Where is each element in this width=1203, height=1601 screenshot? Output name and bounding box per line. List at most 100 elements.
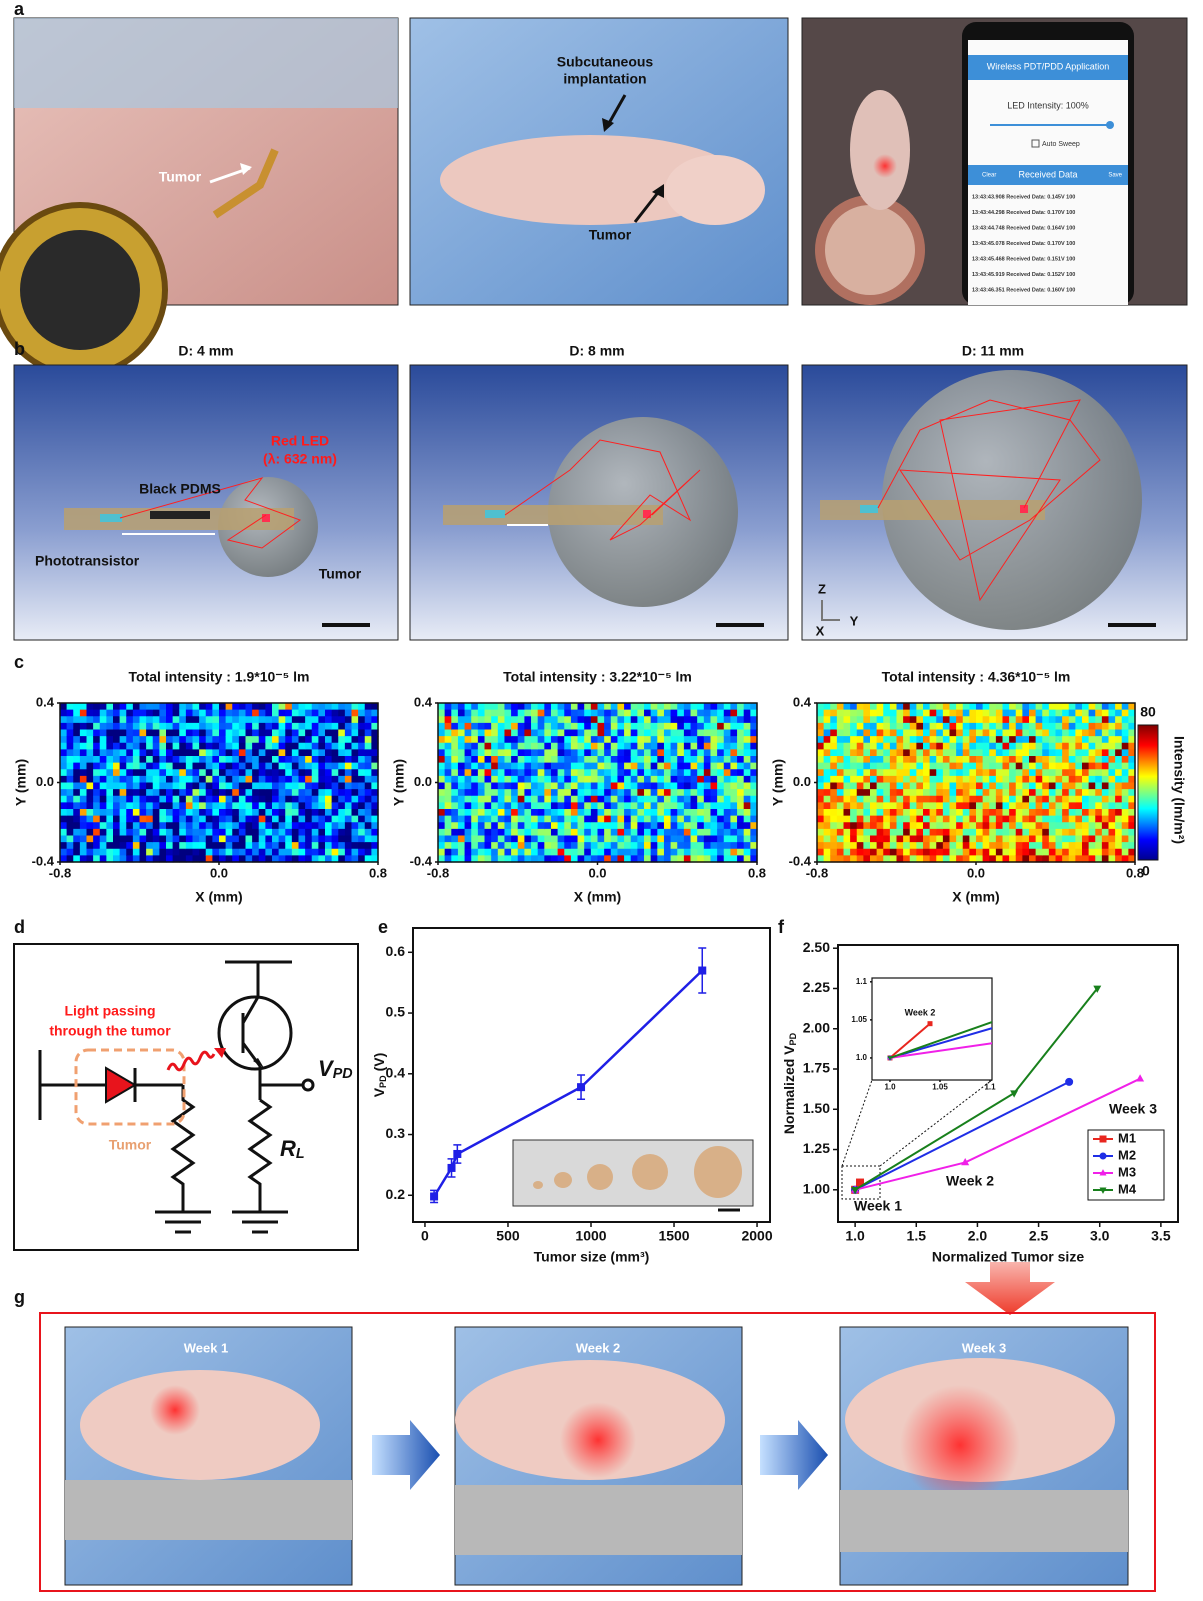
heatmap-cell (504, 842, 511, 849)
heatmap-cell (438, 822, 445, 829)
heatmap-cell (737, 809, 744, 816)
heatmap-cell (93, 789, 100, 796)
heatmap-cell (1069, 789, 1076, 796)
heatmap-cell (664, 730, 671, 737)
heatmap-cell (824, 776, 831, 783)
heatmap-cell (140, 822, 147, 829)
heatmap-cell (730, 769, 737, 776)
heatmap-cell (252, 730, 259, 737)
heatmap-cell (113, 783, 120, 790)
heatmap-cell (584, 849, 591, 856)
heatmap-cell (120, 769, 127, 776)
heatmap-cell (664, 809, 671, 816)
x-tick-label: 1.0 (884, 1083, 896, 1092)
photo-glow (560, 1402, 636, 1478)
heatmap-cell (591, 756, 598, 763)
heatmap-cell (1056, 849, 1063, 856)
heatmap-cell (173, 849, 180, 856)
heatmap-cell (511, 776, 518, 783)
heatmap-cell (611, 730, 618, 737)
heatmap-cell (877, 736, 884, 743)
heatmap-cell (458, 763, 465, 770)
heatmap-cell (844, 743, 851, 750)
heatmap-cell (996, 849, 1003, 856)
heatmap-cell (292, 703, 299, 710)
heatmap-cell (352, 836, 359, 843)
heatmap-cell (671, 783, 678, 790)
heatmap-cell (598, 716, 605, 723)
heatmap-cell (1122, 836, 1129, 843)
heatmap-cell (332, 783, 339, 790)
heatmap-cell (983, 723, 990, 730)
heatmap-cell (87, 822, 94, 829)
heatmap-cell (232, 789, 239, 796)
label: 13:43:44.748 Received Data: 0.164V 100 (972, 225, 1075, 231)
heatmap-cell (451, 769, 458, 776)
heatmap-cell (544, 703, 551, 710)
legend-marker (1100, 1136, 1107, 1143)
heatmap-cell (206, 736, 213, 743)
heatmap-cell (504, 829, 511, 836)
heatmap-cell (538, 796, 545, 803)
heatmap-cell (133, 809, 140, 816)
heatmap-cell (212, 703, 219, 710)
heatmap-cell (644, 723, 651, 730)
heatmap-cell (186, 703, 193, 710)
heatmap-cell (604, 710, 611, 717)
heatmap-cell (358, 730, 365, 737)
heatmap-cell (950, 763, 957, 770)
heatmap-cell (332, 822, 339, 829)
heatmap-cell (1082, 783, 1089, 790)
heatmap-cell (226, 849, 233, 856)
heatmap-cell (279, 743, 286, 750)
heatmap-cell (93, 723, 100, 730)
heatmap-cell (299, 849, 306, 856)
heatmap-cell (524, 756, 531, 763)
heatmap-cell (299, 730, 306, 737)
heatmap-cell (691, 703, 698, 710)
heatmap-cell (1049, 749, 1056, 756)
heatmap-cell (857, 703, 864, 710)
heatmap-cell (146, 763, 153, 770)
heatmap-cell (465, 789, 472, 796)
heatmap-cell (1082, 836, 1089, 843)
heatmap-cell (67, 730, 74, 737)
heatmap-cell (193, 802, 200, 809)
heatmap-cell (219, 842, 226, 849)
heatmap-cell (936, 783, 943, 790)
heatmap-cell (930, 716, 937, 723)
heatmap-cell (1049, 763, 1056, 770)
heatmap-cell (604, 756, 611, 763)
heatmap-cell (558, 849, 565, 856)
heatmap-cell (219, 849, 226, 856)
heatmap-cell (146, 836, 153, 843)
heatmap-cell (850, 802, 857, 809)
heatmap-cell (564, 710, 571, 717)
heatmap-cell (365, 789, 372, 796)
heatmap-cell (345, 703, 352, 710)
heatmap-cell (531, 802, 538, 809)
heatmap-cell (67, 703, 74, 710)
heatmap-cell (352, 769, 359, 776)
heatmap-cell (100, 723, 107, 730)
heatmap-cell (551, 749, 558, 756)
heatmap-cell (518, 736, 525, 743)
heatmap-cell (531, 822, 538, 829)
heatmap-cell (877, 703, 884, 710)
heatmap-cell (465, 756, 472, 763)
heatmap-cell (146, 809, 153, 816)
heatmap-cell (538, 783, 545, 790)
heatmap-cell (571, 769, 578, 776)
heatmap-cell (857, 783, 864, 790)
heatmap-cell (963, 736, 970, 743)
heatmap-cell (677, 783, 684, 790)
heatmap-cell (943, 736, 950, 743)
label-part: PD (333, 1066, 353, 1082)
heatmap-cell (166, 756, 173, 763)
heatmap-cell (179, 816, 186, 823)
heatmap-cell (903, 743, 910, 750)
annotation: Week 1 (854, 1198, 902, 1214)
heatmap-cell (737, 749, 744, 756)
heatmap-cell (611, 716, 618, 723)
heatmap-cell (897, 809, 904, 816)
